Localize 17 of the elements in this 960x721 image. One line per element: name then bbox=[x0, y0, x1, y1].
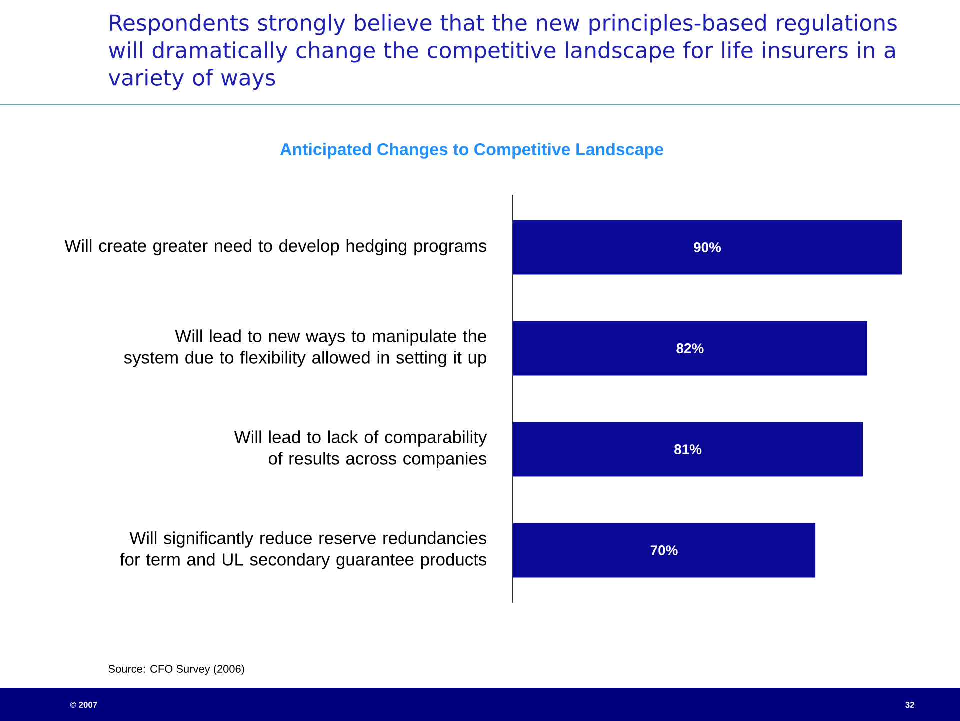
data-label: 81% bbox=[674, 444, 702, 454]
data-label: 82% bbox=[676, 344, 704, 354]
data-label: 90% bbox=[694, 242, 722, 252]
source-note: Source: CFO Survey (2006) bbox=[108, 664, 244, 676]
chart-title: Respondents strongly believe that the new principles-based regulations will dramatically change the competitive landscape for life insurers in a variety of ways bbox=[108, 14, 897, 90]
y-tick-label: Will create greater need to develop hedging programs bbox=[64, 239, 487, 256]
bar bbox=[513, 422, 864, 477]
bar bbox=[513, 220, 902, 275]
text: © 2007 bbox=[70, 702, 98, 708]
y-tick-label: Will significantly reduce reserve redundancies for term and UL secondary guarantee products bbox=[120, 532, 487, 570]
text: 32 bbox=[906, 702, 914, 708]
y-tick-label: Will lead to lack of comparability of results across companies bbox=[234, 430, 488, 468]
chart-subtitle: Anticipated Changes to Competitive Landscape bbox=[280, 143, 664, 159]
bar bbox=[513, 523, 816, 578]
y-tick-label: Will lead to new ways to manipulate the system due to flexibility allowed in setting it up bbox=[124, 330, 486, 368]
bar bbox=[513, 321, 868, 376]
data-label: 70% bbox=[650, 546, 678, 556]
